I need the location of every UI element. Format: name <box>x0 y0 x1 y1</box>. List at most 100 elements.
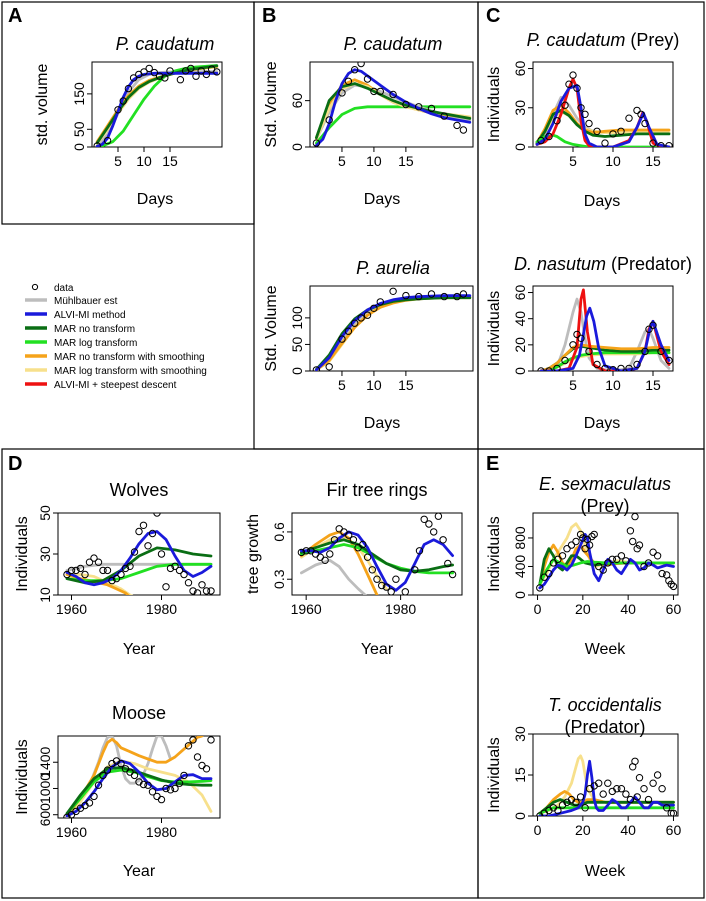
legend-label-muhlbauer: Mühlbauer est <box>54 296 118 307</box>
data-point <box>189 587 197 595</box>
chart-title-D1: Wolves <box>110 480 169 500</box>
data-point <box>553 117 561 125</box>
data-point <box>108 576 116 585</box>
chart-B1: P. caudatum 5 10 15 0 60 Days Std. Volume <box>263 34 474 208</box>
data-point <box>608 555 616 563</box>
data-point <box>635 774 644 782</box>
data-point <box>420 515 428 523</box>
data-point <box>579 534 587 542</box>
data-point <box>389 287 397 295</box>
y-tick-label: 60 <box>289 93 305 109</box>
chart-E1: E. sexmaculatus(Prey) 0 20 40 60 0 400 800 Week I… <box>486 474 681 658</box>
data-point <box>536 584 544 592</box>
data-point <box>338 335 346 343</box>
data-point <box>114 106 122 114</box>
series-line-alvi-mi-method <box>535 84 671 147</box>
data-point <box>572 537 580 546</box>
data-point <box>640 785 648 793</box>
chart-title-B1: P. caudatum <box>344 34 443 54</box>
series-line-mar-no-transform <box>314 296 472 371</box>
data-point <box>76 564 85 573</box>
data-point <box>633 106 641 115</box>
x-axis-label: Week <box>585 863 627 880</box>
data-point <box>382 583 391 591</box>
data-point <box>448 570 457 579</box>
series-line-mar-log-transform <box>539 351 671 371</box>
series-line-alvi-mi-method <box>314 294 472 371</box>
x-tick-label: 1980 <box>385 601 416 617</box>
data-point <box>629 537 637 546</box>
x-tick-label: 1960 <box>291 601 322 617</box>
data-point <box>633 793 641 801</box>
data-point <box>129 74 138 82</box>
data-point <box>625 114 633 122</box>
x-axis-label: Days <box>137 191 173 208</box>
data-point <box>202 587 211 595</box>
y-tick-label: 600 <box>37 803 53 827</box>
y-tick-label: 800 <box>512 526 528 550</box>
data-point <box>112 574 121 583</box>
chart-title-main: Fir tree rings <box>326 480 427 500</box>
data-point <box>117 570 125 579</box>
chart-title-A: P. caudatum <box>116 34 215 54</box>
data-point <box>633 360 641 369</box>
x-axis-label: Year <box>361 641 394 658</box>
data-point <box>665 142 673 147</box>
data-point <box>663 804 671 812</box>
data-point <box>633 545 641 553</box>
panel-label-E: E <box>486 453 499 475</box>
y-axis-label: Individuals <box>486 291 503 367</box>
data-point <box>175 779 184 787</box>
y-tick-label: 15 <box>512 767 528 783</box>
y-tick-label: 30 <box>37 546 53 562</box>
data-point <box>94 558 103 566</box>
y-tick-label: 50 <box>289 336 305 352</box>
series-line-alvi-mi-method <box>299 530 455 592</box>
legend-label-mar-log-transform-smoothing: MAR log transform with smoothing <box>54 366 207 377</box>
data-point <box>593 127 601 136</box>
chart-title-D3: Moose <box>112 703 166 723</box>
data-point <box>402 100 410 109</box>
data-point <box>415 292 423 301</box>
y-tick-label: 50 <box>37 505 53 521</box>
y-tick-label: 30 <box>512 100 528 116</box>
data-point <box>613 555 621 563</box>
data-point <box>67 566 76 575</box>
legend-label-alvi-mi: ALVI-MI method <box>54 310 126 321</box>
data-point <box>601 139 609 147</box>
data-point <box>153 513 161 517</box>
data-point <box>604 559 612 567</box>
data-point <box>198 761 206 770</box>
data-point <box>573 84 581 92</box>
data-point <box>351 66 359 74</box>
x-axis-label: Days <box>364 191 400 208</box>
data-point <box>198 581 206 589</box>
data-point <box>585 541 594 549</box>
data-point <box>590 530 598 539</box>
x-tick-label: 60 <box>666 822 682 838</box>
data-point <box>537 367 545 371</box>
data-point <box>161 74 169 82</box>
data-point <box>401 588 409 595</box>
data-point <box>175 566 184 575</box>
data-point <box>387 588 395 595</box>
data-point <box>162 583 170 591</box>
x-tick-label: 15 <box>162 153 178 169</box>
panel-label-C: C <box>486 5 500 27</box>
y-axis-label: tree growth <box>245 514 262 594</box>
data-point <box>99 566 107 575</box>
data-point <box>626 527 635 535</box>
data-point <box>150 68 159 77</box>
y-tick-label: 0 <box>512 367 528 375</box>
data-point <box>376 87 384 96</box>
data-point <box>370 304 378 312</box>
data-point <box>166 564 175 573</box>
data-point <box>99 771 107 780</box>
data-point <box>363 311 372 319</box>
data-point <box>90 554 98 562</box>
data-point <box>345 531 353 539</box>
data-point <box>153 792 161 801</box>
data-point <box>202 70 211 79</box>
data-point <box>312 366 321 371</box>
